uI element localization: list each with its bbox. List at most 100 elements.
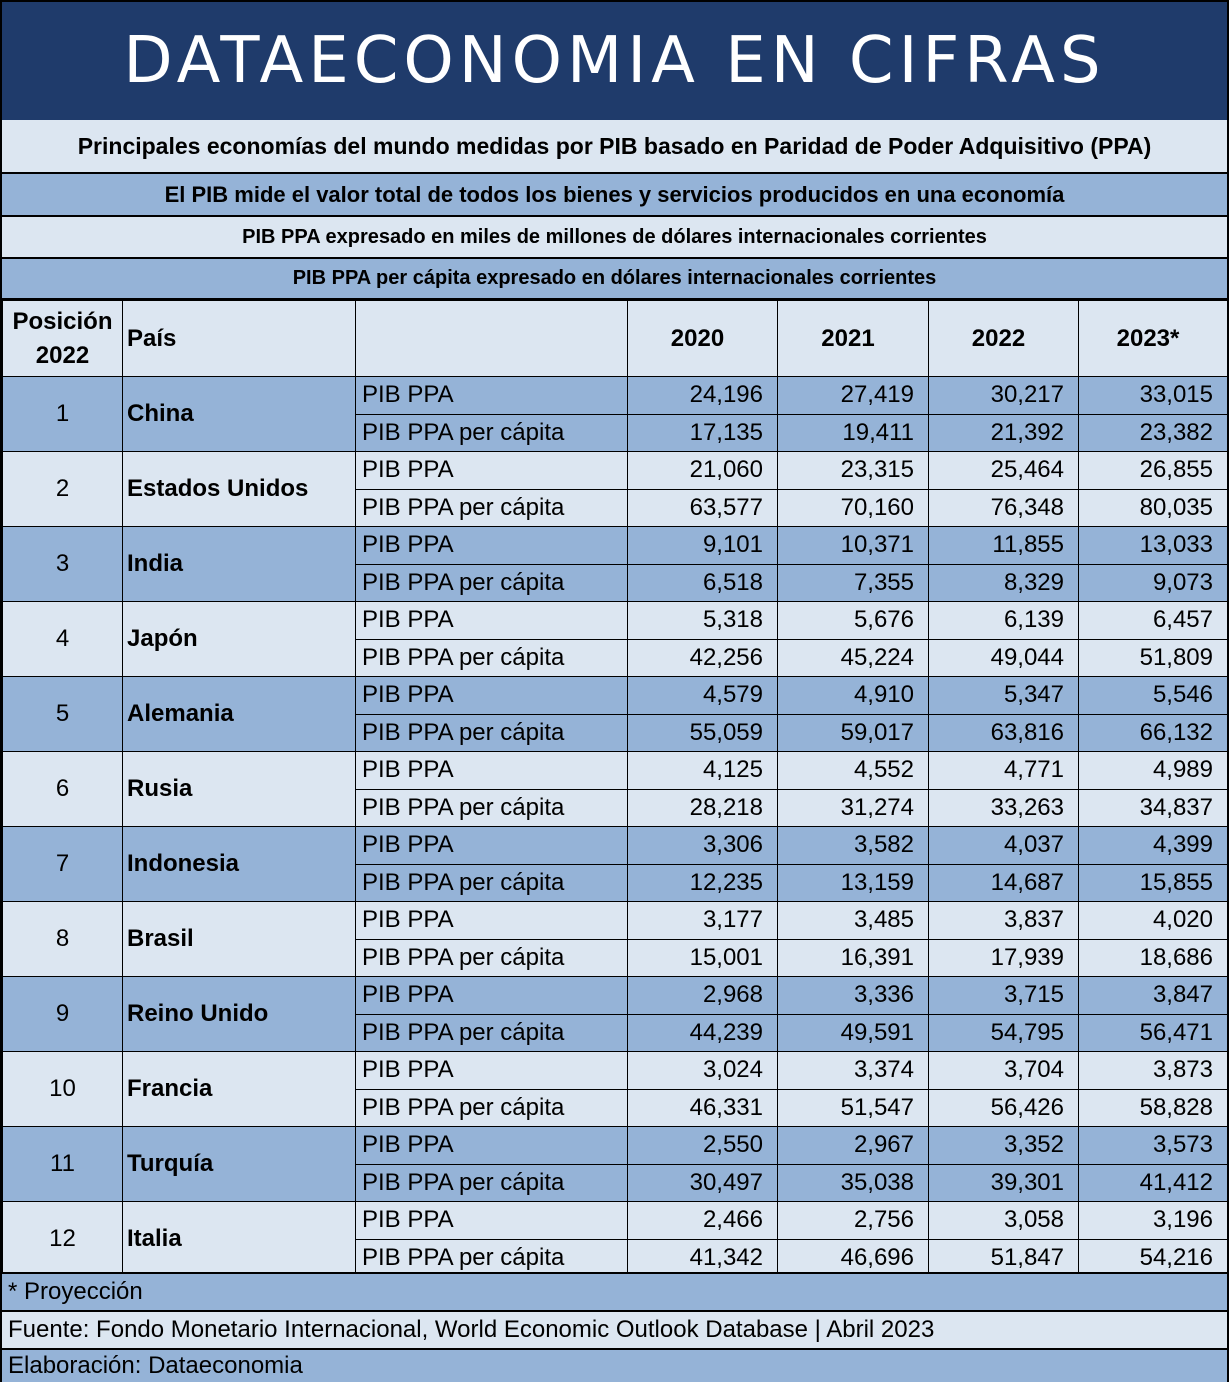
value-cell: 3,704 [928, 1051, 1079, 1090]
value-cell: 31,274 [777, 788, 929, 827]
value-cell: 13,033 [1078, 526, 1228, 565]
value-cell: 6,139 [928, 601, 1079, 640]
country-cell: Rusia [122, 751, 356, 827]
value-cell: 7,355 [777, 563, 929, 602]
value-cell: 3,847 [1078, 976, 1228, 1015]
value-cell: 70,160 [777, 488, 929, 527]
indicator-ppa-label: PIB PPA [355, 1051, 628, 1090]
header-position: Posición 2022 [2, 300, 123, 377]
value-cell: 4,989 [1078, 751, 1228, 790]
indicator-ppa-label: PIB PPA [355, 601, 628, 640]
indicator-ppa-label: PIB PPA [355, 451, 628, 490]
header-country: País [122, 300, 356, 377]
subtitle-units-ppa: PIB PPA expresado en miles de millones d… [2, 217, 1227, 259]
indicator-per-capita-label: PIB PPA per cápita [355, 413, 628, 452]
footnote-projection: * Proyección [2, 1272, 1227, 1310]
indicator-ppa-label: PIB PPA [355, 901, 628, 940]
value-cell: 54,216 [1078, 1238, 1228, 1277]
country-cell: Reino Unido [122, 976, 356, 1052]
value-cell: 8,329 [928, 563, 1079, 602]
value-cell: 41,412 [1078, 1163, 1228, 1202]
value-cell: 51,547 [777, 1088, 929, 1127]
value-cell: 14,687 [928, 863, 1079, 902]
position-cell: 11 [2, 1126, 123, 1202]
header-indicator [355, 300, 628, 377]
value-cell: 45,224 [777, 638, 929, 677]
gdp-table: Posición 2022 País 2020 2021 2022 2023* … [2, 300, 1228, 1277]
table-row: 12 Italia PIB PPA 2,466 2,756 3,058 3,196 [2, 1201, 1228, 1277]
value-cell: 15,001 [627, 938, 778, 977]
value-cell: 17,135 [627, 413, 778, 452]
value-cell: 41,342 [627, 1238, 778, 1277]
indicator-ppa-label: PIB PPA [355, 826, 628, 865]
table-row: PIB PPA per cápita 44,239 49,591 54,795 56,4… [3, 1013, 1228, 1052]
header-position-line1: Posición [12, 307, 113, 335]
table-header-row: Posición 2022 País 2020 2021 2022 2023* [2, 300, 1228, 377]
value-cell: 12,235 [627, 863, 778, 902]
value-cell: 42,256 [627, 638, 778, 677]
table-row: PIB PPA per cápita 41,342 46,696 51,847 54,2… [3, 1238, 1228, 1277]
value-cell: 11,855 [928, 526, 1079, 565]
table-row: 7 Indonesia PIB PPA 3,306 3,582 4,037 4,399 [2, 826, 1228, 902]
value-cell: 63,577 [627, 488, 778, 527]
value-cell: 9,101 [627, 526, 778, 565]
value-cell: 33,263 [928, 788, 1079, 827]
value-cell: 33,015 [1078, 376, 1228, 415]
value-cell: 4,910 [777, 676, 929, 715]
value-cell: 35,038 [777, 1163, 929, 1202]
table-row: 10 Francia PIB PPA 3,024 3,374 3,704 3,873 [2, 1051, 1228, 1127]
value-cell: 10,371 [777, 526, 929, 565]
value-cell: 4,125 [627, 751, 778, 790]
value-cell: 44,239 [627, 1013, 778, 1052]
value-cell: 6,518 [627, 563, 778, 602]
country-cell: Estados Unidos [122, 451, 356, 527]
value-cell: 63,816 [928, 713, 1079, 752]
indicator-per-capita-label: PIB PPA per cápita [355, 1088, 628, 1127]
value-cell: 28,218 [627, 788, 778, 827]
country-cell: Brasil [122, 901, 356, 977]
table-row: 9 Reino Unido PIB PPA 2,968 3,336 3,715 3,847 [2, 976, 1228, 1052]
position-cell: 3 [2, 526, 123, 602]
footnote-source: Fuente: Fondo Monetario Internacional, W… [2, 1310, 1227, 1348]
position-cell: 5 [2, 676, 123, 752]
value-cell: 5,318 [627, 601, 778, 640]
indicator-per-capita-label: PIB PPA per cápita [355, 863, 628, 902]
country-cell: Alemania [122, 676, 356, 752]
value-cell: 34,837 [1078, 788, 1228, 827]
value-cell: 4,552 [777, 751, 929, 790]
value-cell: 80,035 [1078, 488, 1228, 527]
value-cell: 15,855 [1078, 863, 1228, 902]
value-cell: 27,419 [777, 376, 929, 415]
header-year-2023: 2023* [1078, 300, 1228, 377]
indicator-per-capita-label: PIB PPA per cápita [355, 488, 628, 527]
position-cell: 1 [2, 376, 123, 452]
country-cell: China [122, 376, 356, 452]
value-cell: 9,073 [1078, 563, 1228, 602]
table-row: PIB PPA per cápita 17,135 19,411 21,392 23,3… [3, 413, 1228, 452]
value-cell: 23,382 [1078, 413, 1228, 452]
table-row: 5 Alemania PIB PPA 4,579 4,910 5,347 5,546 [2, 676, 1228, 752]
indicator-ppa-label: PIB PPA [355, 1201, 628, 1240]
country-cell: Italia [122, 1201, 356, 1277]
table-row: 1 China PIB PPA 24,196 27,419 30,217 33,015 [2, 376, 1228, 452]
position-cell: 8 [2, 901, 123, 977]
value-cell: 3,336 [777, 976, 929, 1015]
table-row: PIB PPA per cápita 42,256 45,224 49,044 51,8… [3, 638, 1228, 677]
value-cell: 59,017 [777, 713, 929, 752]
table-body: 1 China PIB PPA 24,196 27,419 30,217 33,015 PIB… [2, 376, 1228, 1277]
value-cell: 46,331 [627, 1088, 778, 1127]
value-cell: 18,686 [1078, 938, 1228, 977]
indicator-per-capita-label: PIB PPA per cápita [355, 1013, 628, 1052]
header-year-2022: 2022 [928, 300, 1079, 377]
value-cell: 5,347 [928, 676, 1079, 715]
indicator-per-capita-label: PIB PPA per cápita [355, 638, 628, 677]
value-cell: 54,795 [928, 1013, 1079, 1052]
subtitle-units-per-capita: PIB PPA per cápita expresado en dólares … [2, 259, 1227, 300]
value-cell: 58,828 [1078, 1088, 1228, 1127]
country-cell: Francia [122, 1051, 356, 1127]
value-cell: 3,306 [627, 826, 778, 865]
table-row: PIB PPA per cápita 28,218 31,274 33,263 34,8… [3, 788, 1228, 827]
value-cell: 46,696 [777, 1238, 929, 1277]
country-cell: Turquía [122, 1126, 356, 1202]
